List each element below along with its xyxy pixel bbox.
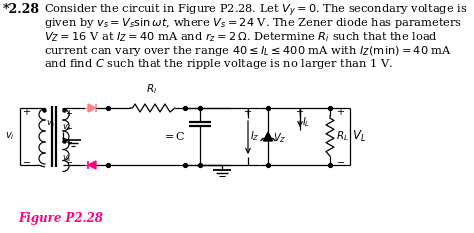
- Text: Figure P2.28: Figure P2.28: [18, 212, 103, 225]
- Text: $I_L$: $I_L$: [302, 115, 310, 129]
- Text: $-$: $-$: [65, 122, 73, 131]
- Text: *2.28: *2.28: [3, 3, 40, 16]
- Text: $R_L$: $R_L$: [336, 130, 349, 143]
- Text: +: +: [243, 107, 251, 117]
- Text: and find $C$ such that the ripple voltage is no larger than 1 V.: and find $C$ such that the ripple voltag…: [44, 57, 393, 71]
- Text: $-$: $-$: [22, 156, 31, 166]
- Text: $R_i$: $R_i$: [146, 82, 157, 96]
- Text: $=$C: $=$C: [163, 130, 186, 143]
- Text: Consider the circuit in Figure P2.28. Let $V_y = 0$. The secondary voltage is: Consider the circuit in Figure P2.28. Le…: [44, 3, 467, 19]
- Text: +: +: [65, 109, 72, 117]
- Text: $v_i$: $v_i$: [5, 131, 15, 142]
- Text: $V_Z = 16$ V at $I_Z = 40$ mA and $r_z = 2\,\Omega$. Determine $R_i$ such that t: $V_Z = 16$ V at $I_Z = 40$ mA and $r_z =…: [44, 30, 438, 44]
- Polygon shape: [88, 104, 96, 112]
- Text: +: +: [336, 107, 344, 117]
- Text: given by $v_s = V_s \sin\omega t$, where $V_s = 24$ V. The Zener diode has param: given by $v_s = V_s \sin\omega t$, where…: [44, 17, 462, 31]
- Text: current can vary over the range $40 \leq I_L \leq 400$ mA with $I_Z(\mathrm{min}: current can vary over the range $40 \leq…: [44, 44, 452, 58]
- Polygon shape: [264, 132, 273, 141]
- Text: $-$: $-$: [336, 156, 345, 166]
- Text: $-$: $-$: [65, 157, 73, 165]
- Text: +: +: [65, 138, 72, 147]
- Text: $v_s$: $v_s$: [62, 153, 72, 164]
- Text: $v_s$: $v_s$: [46, 119, 56, 129]
- Text: +: +: [22, 107, 30, 117]
- Text: $v_s$: $v_s$: [62, 123, 72, 133]
- Text: $V_L$: $V_L$: [352, 129, 366, 144]
- Text: +: +: [295, 107, 303, 117]
- Polygon shape: [88, 161, 96, 169]
- Text: $I_Z$: $I_Z$: [250, 130, 260, 143]
- Text: $V_Z$: $V_Z$: [273, 132, 286, 145]
